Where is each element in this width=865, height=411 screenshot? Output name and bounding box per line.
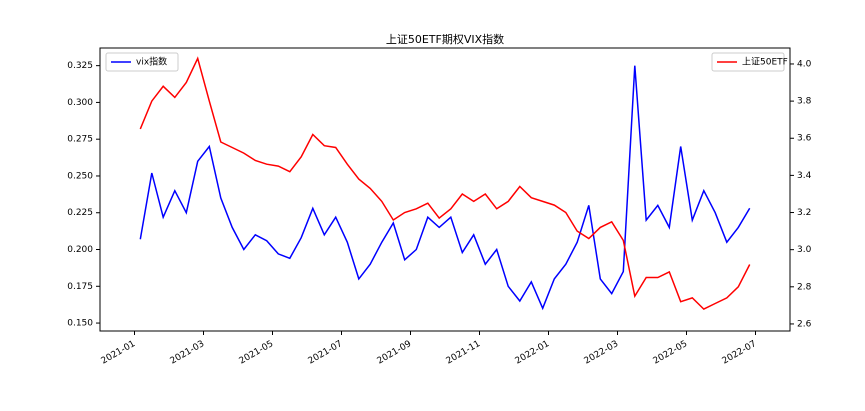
y-tick-label: 0.200 <box>67 245 93 255</box>
legend-box <box>105 52 179 72</box>
y2-tick-label: 4.0 <box>797 59 812 69</box>
y2-tick-label: 3.0 <box>797 245 812 255</box>
y2-tick-label: 3.2 <box>797 208 811 218</box>
y-tick-label: 0.150 <box>67 319 93 329</box>
x-tick-label: 2022-03 <box>583 339 621 366</box>
x-tick-label: 2022-01 <box>514 339 552 366</box>
x-tick-label: 2021-07 <box>307 339 345 366</box>
x-tick-label: 2021-03 <box>169 339 207 366</box>
y-tick-label: 0.175 <box>67 282 93 292</box>
y2-tick-label: 3.8 <box>797 97 812 107</box>
y-tick-label: 0.300 <box>67 98 93 108</box>
y-tick-label: 0.225 <box>67 208 93 218</box>
series-line <box>139 65 751 311</box>
x-tick-label: 2022-07 <box>721 339 759 366</box>
legend-label: 上证50ETF <box>742 57 788 68</box>
x-tick-label: 2022-05 <box>652 339 690 366</box>
x-tick-label: 2021-09 <box>376 339 414 367</box>
chart-title: 上证50ETF期权VIX指数 <box>386 32 504 46</box>
legend-box <box>711 52 785 72</box>
y2-tick-label: 3.6 <box>797 134 812 144</box>
y2-tick-label: 2.8 <box>797 282 812 292</box>
y-tick-label: 0.275 <box>67 135 93 145</box>
y-tick-label: 0.250 <box>67 171 93 181</box>
plot-frame <box>99 47 791 332</box>
series-line <box>139 56 751 311</box>
x-tick-label: 2021-01 <box>100 339 138 366</box>
x-tick-label: 2021-05 <box>238 339 276 366</box>
legend-label: vix指数 <box>136 56 167 68</box>
y-tick-label: 0.325 <box>67 61 93 71</box>
y2-tick-label: 2.6 <box>797 319 812 329</box>
y2-tick-label: 3.4 <box>797 171 812 181</box>
x-tick-label: 2021-11 <box>445 339 483 366</box>
